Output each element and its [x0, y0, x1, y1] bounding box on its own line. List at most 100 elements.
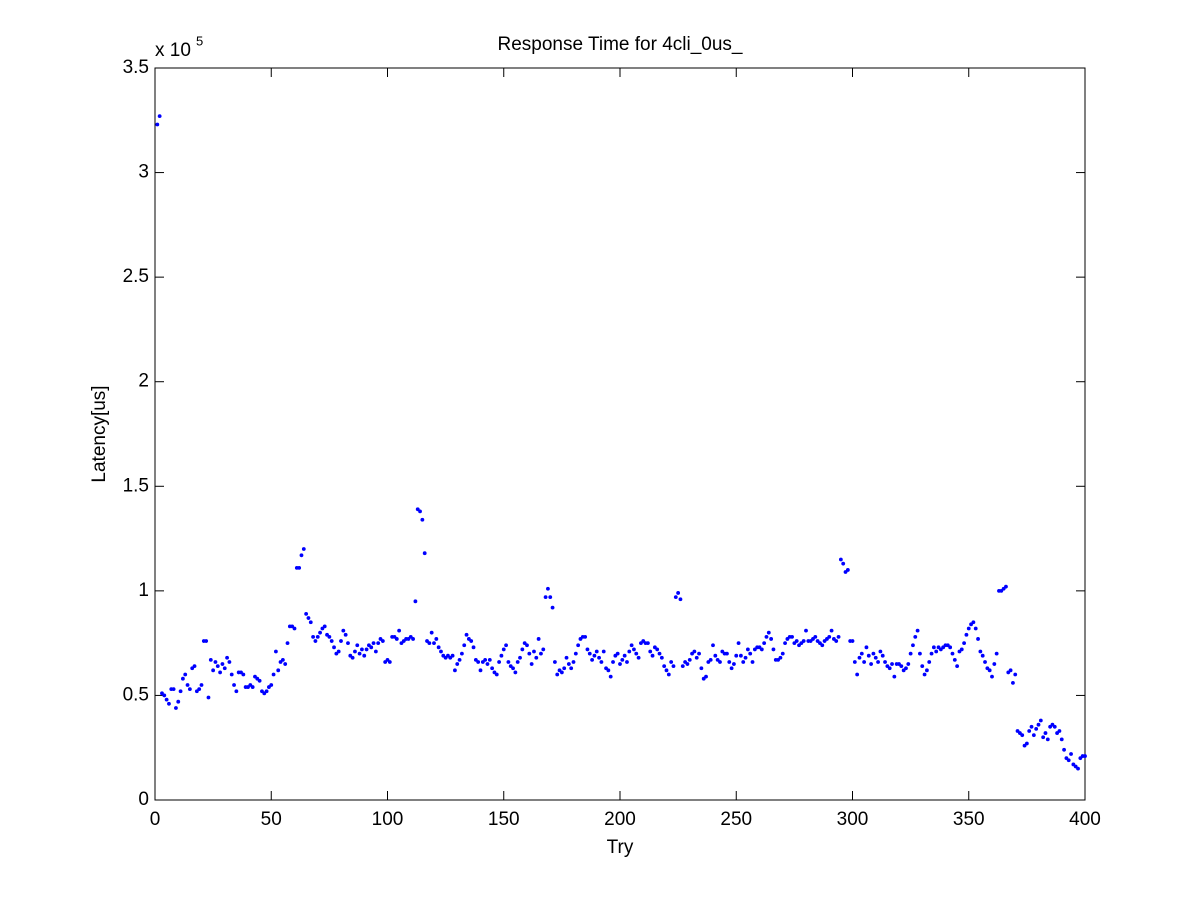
point [397, 628, 402, 633]
point [866, 653, 871, 658]
point [685, 662, 690, 666]
point [413, 599, 418, 604]
point [192, 664, 197, 669]
point [978, 649, 983, 654]
point [834, 639, 839, 643]
point [876, 660, 880, 664]
point [1020, 733, 1025, 738]
point [339, 639, 343, 643]
point [306, 616, 311, 620]
point [269, 683, 274, 687]
point [234, 689, 239, 694]
point [539, 651, 543, 656]
y-tick-label: 2 [138, 371, 149, 392]
x-tick-label: 250 [720, 809, 752, 830]
point [952, 657, 957, 662]
point [485, 662, 490, 666]
point [748, 651, 753, 656]
point [906, 662, 911, 666]
point [569, 666, 574, 671]
point [232, 683, 236, 687]
point [297, 565, 302, 570]
point [301, 547, 306, 551]
point [992, 662, 997, 666]
point [899, 664, 904, 669]
point [283, 662, 288, 666]
point [357, 651, 362, 656]
point [499, 653, 504, 658]
point [371, 641, 376, 646]
point [1043, 731, 1048, 735]
point [420, 517, 425, 522]
point [904, 666, 908, 671]
point [634, 651, 639, 656]
point [176, 699, 181, 704]
point [727, 660, 732, 664]
point [185, 683, 190, 687]
point [418, 509, 422, 514]
point [964, 632, 969, 637]
point [597, 655, 601, 660]
point [220, 662, 225, 666]
point [197, 687, 202, 692]
point [313, 639, 318, 643]
point [315, 634, 320, 639]
point [662, 664, 667, 669]
point [562, 666, 567, 671]
point [625, 660, 629, 664]
point [971, 620, 976, 625]
x-tick-label: 300 [837, 809, 869, 830]
point [762, 641, 767, 646]
point [648, 649, 653, 654]
point [880, 653, 885, 658]
point [550, 605, 555, 610]
point [487, 657, 492, 662]
point [350, 655, 355, 660]
point [845, 568, 850, 572]
point [322, 624, 327, 629]
point [1083, 754, 1087, 758]
point [659, 655, 664, 660]
point [527, 651, 532, 656]
point [436, 645, 441, 650]
point [804, 628, 808, 633]
point [318, 630, 322, 635]
point [292, 626, 297, 631]
y-tick-label: 1 [138, 580, 149, 601]
point [483, 657, 488, 662]
point [959, 647, 964, 652]
point [920, 664, 925, 669]
point [718, 660, 722, 664]
point [1066, 758, 1071, 763]
point [620, 657, 625, 662]
point [1027, 729, 1032, 733]
point [494, 672, 499, 677]
point [622, 653, 627, 658]
point [750, 660, 755, 664]
point [666, 672, 671, 677]
point [708, 657, 713, 662]
point [1052, 724, 1057, 729]
point [462, 643, 467, 648]
point [174, 706, 178, 710]
point [732, 662, 736, 666]
point [546, 586, 550, 591]
point [229, 672, 234, 677]
point [536, 637, 541, 641]
point [1062, 747, 1066, 752]
point [155, 122, 160, 127]
point [587, 651, 592, 656]
point [566, 662, 571, 666]
point [515, 660, 520, 664]
point [599, 660, 604, 664]
point [590, 657, 594, 662]
point [745, 647, 750, 652]
point [650, 653, 655, 658]
point [813, 634, 818, 639]
point [555, 672, 560, 677]
point [678, 597, 683, 602]
x-tick-label: 150 [488, 809, 520, 830]
point [783, 641, 787, 646]
point [583, 634, 588, 639]
point [422, 551, 427, 556]
